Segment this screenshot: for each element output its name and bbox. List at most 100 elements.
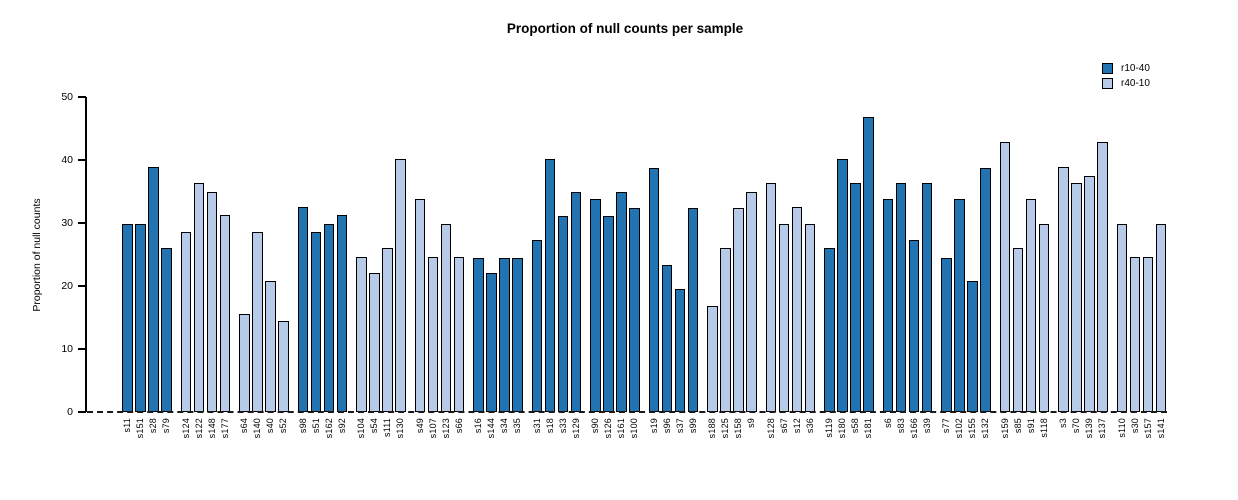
x-tick-label-s118: s118 — [1038, 418, 1049, 438]
x-tick-label-s100: s100 — [629, 418, 640, 439]
bar-s132: s132 — [980, 167, 991, 438]
x-tick-label-s9: s9 — [746, 418, 757, 428]
x-tick-label-s51: s51 — [310, 418, 321, 434]
x-tick-label-s77: s77 — [941, 418, 952, 434]
bar-s139: s139 — [1084, 175, 1095, 438]
x-tick-label-s70: s70 — [1071, 418, 1082, 434]
bar-s123: s123 — [440, 224, 451, 438]
x-tick-label-s6: s6 — [882, 418, 893, 428]
y-tick-label: 50 — [61, 91, 73, 103]
bar-s18: s18 — [544, 159, 555, 433]
bar-s19: s19 — [648, 167, 659, 433]
legend-label-r10-40: r10-40 — [1121, 63, 1150, 74]
bar-s6: s6 — [882, 199, 893, 428]
bar-group: s119 s180 s58 s181 — [824, 117, 874, 438]
bar-s119: s119 — [824, 248, 835, 438]
bar-s91: s91 — [1025, 199, 1036, 433]
x-tick-label-s166: s166 — [908, 418, 919, 439]
x-tick-label-s122: s122 — [193, 418, 204, 439]
x-tick-label-s79: s79 — [161, 418, 172, 434]
bar-s151: s151 — [135, 224, 146, 438]
bar-s161: s161 — [616, 191, 627, 438]
legend-swatch-r40-10 — [1102, 78, 1113, 89]
bar-s52: s52 — [278, 321, 289, 433]
bar-group: s49 s107 s123 s66 — [414, 199, 464, 438]
x-tick-label-s98: s98 — [297, 418, 308, 434]
y-tick-mark — [78, 411, 86, 413]
y-tick-mark — [78, 159, 86, 161]
bar-s64: s64 — [239, 313, 250, 433]
legend-label-r40-10: r40-10 — [1121, 78, 1150, 89]
bar-s85: s85 — [1012, 248, 1023, 433]
x-tick-label-s128: s128 — [765, 418, 776, 439]
bar-s92: s92 — [336, 215, 347, 433]
x-tick-label-s144: s144 — [486, 418, 497, 439]
x-tick-label-s18: s18 — [544, 418, 555, 434]
bar-group: s6 s83 s166 s39 — [882, 182, 932, 438]
x-tick-label-s40: s40 — [265, 418, 276, 434]
bar-s16: s16 — [473, 257, 484, 433]
bar-s35: s35 — [512, 257, 523, 433]
x-tick-label-s35: s35 — [512, 418, 523, 434]
bar-s90: s90 — [590, 199, 601, 433]
bar-s141: s141 — [1155, 224, 1166, 438]
x-tick-label-s158: s158 — [733, 418, 744, 439]
x-tick-label-s12: s12 — [791, 418, 802, 434]
bar-s111: s111 — [382, 248, 393, 437]
x-tick-label-s85: s85 — [1012, 418, 1023, 434]
bar-s188: s188 — [707, 306, 718, 438]
bar-s51: s51 — [310, 231, 321, 433]
x-tick-label-s140: s140 — [252, 418, 263, 439]
x-tick-label-s28: s28 — [148, 418, 159, 434]
x-tick-label-s130: s130 — [395, 418, 406, 439]
y-tick-label: 0 — [67, 406, 73, 418]
bar-group: s110 s30 s157 s141 — [1116, 224, 1166, 438]
bar-s39: s39 — [921, 182, 932, 433]
x-tick-label-s151: s151 — [135, 418, 146, 439]
x-tick-label-s30: s30 — [1129, 418, 1140, 434]
y-tick-mark — [78, 222, 86, 224]
bar-s70: s70 — [1071, 183, 1082, 433]
bar-s129: s129 — [570, 191, 581, 438]
x-tick-label-s102: s102 — [954, 418, 965, 439]
bar-group: s3 s70 s139 s137 — [1058, 142, 1108, 438]
bar-s99: s99 — [687, 207, 698, 433]
x-tick-label-s67: s67 — [778, 418, 789, 434]
bar-s118: s118 — [1038, 224, 1049, 438]
x-tick-label-s36: s36 — [804, 418, 815, 434]
x-tick-label-s58: s58 — [850, 418, 861, 434]
x-tick-label-s96: s96 — [661, 418, 672, 434]
bar-s3: s3 — [1058, 166, 1069, 428]
x-tick-label-s161: s161 — [616, 418, 627, 439]
bar-s54: s54 — [369, 272, 380, 433]
x-tick-label-s188: s188 — [707, 418, 718, 439]
bar-s49: s49 — [414, 199, 425, 433]
bar-s102: s102 — [954, 199, 965, 438]
x-tick-label-s157: s157 — [1142, 418, 1153, 439]
bar-s124: s124 — [180, 231, 191, 438]
x-tick-label-s180: s180 — [837, 418, 848, 439]
bar-s11: s11 — [122, 224, 133, 432]
bar-s162: s162 — [323, 224, 334, 438]
bar-s126: s126 — [603, 216, 614, 438]
bar-s130: s130 — [395, 158, 406, 438]
chart-title: Proportion of null counts per sample — [506, 21, 744, 36]
bar-s125: s125 — [720, 248, 731, 438]
x-tick-label-s137: s137 — [1097, 418, 1108, 439]
bar-group: s159 s85 s91 s118 — [999, 142, 1049, 438]
bar-s33: s33 — [557, 216, 568, 433]
x-tick-label-s91: s91 — [1025, 418, 1036, 434]
bar-s98: s98 — [297, 207, 308, 433]
bar-s40: s40 — [265, 280, 276, 433]
x-tick-label-s111: s111 — [382, 418, 393, 437]
x-tick-label-s141: s141 — [1155, 418, 1166, 439]
bar-s83: s83 — [895, 182, 906, 433]
x-tick-label-s39: s39 — [921, 418, 932, 434]
legend: r10-40 r40-10 — [1102, 63, 1150, 89]
bar-group: s124 s122 s148 s177 — [180, 182, 230, 438]
x-tick-label-s123: s123 — [440, 418, 451, 439]
bar-s37: s37 — [674, 289, 685, 433]
bar-s31: s31 — [531, 240, 542, 433]
y-tick-mark — [78, 285, 86, 287]
x-tick-label-s155: s155 — [967, 418, 978, 439]
